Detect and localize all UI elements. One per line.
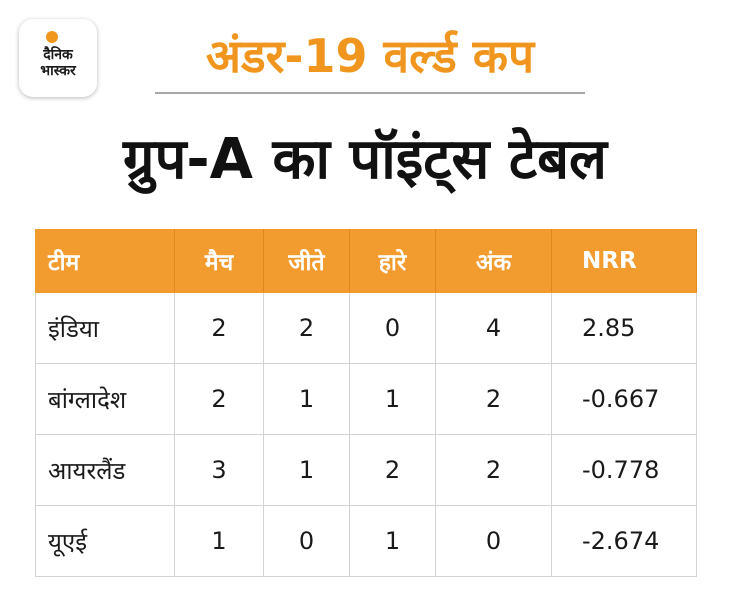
column-header-won: जीते (263, 229, 350, 293)
logo-text-line2: भास्कर (40, 63, 76, 79)
won-cell: 0 (263, 505, 350, 577)
table-header-row: टीम मैच जीते हारे अंक NRR (35, 229, 697, 293)
matches-cell: 2 (174, 363, 264, 435)
logo-text-line1: दैनिक (43, 47, 73, 63)
lost-cell: 1 (349, 363, 436, 435)
column-header-points: अंक (435, 229, 552, 293)
matches-cell: 3 (174, 434, 264, 506)
lost-cell: 2 (349, 434, 436, 506)
dainik-bhaskar-logo: दैनिक भास्कर (19, 19, 97, 97)
won-cell: 2 (263, 292, 350, 364)
nrr-cell: 2.85 (551, 292, 697, 364)
page-headline: ग्रुप-A का पॉइंट्स टेबल (122, 127, 608, 192)
table-row: यूएई 1 0 1 0 -2.674 (35, 505, 697, 577)
points-table: टीम मैच जीते हारे अंक NRR इंडिया 2 2 0 4… (35, 229, 697, 577)
matches-cell: 1 (174, 505, 264, 577)
team-cell: बांग्लादेश (35, 363, 175, 435)
column-header-nrr: NRR (551, 229, 697, 293)
nrr-cell: -0.778 (551, 434, 697, 506)
lost-cell: 0 (349, 292, 436, 364)
won-cell: 1 (263, 434, 350, 506)
nrr-cell: -2.674 (551, 505, 697, 577)
team-cell: इंडिया (35, 292, 175, 364)
points-cell: 2 (435, 434, 552, 506)
team-cell: आयरलैंड (35, 434, 175, 506)
lost-cell: 1 (349, 505, 436, 577)
logo-sun-icon (46, 31, 58, 43)
points-cell: 4 (435, 292, 552, 364)
table-row: बांग्लादेश 2 1 1 2 -0.667 (35, 363, 697, 435)
table-row: इंडिया 2 2 0 4 2.85 (35, 292, 697, 364)
team-cell: यूएई (35, 505, 175, 577)
kicker-divider (155, 92, 585, 94)
table-row: आयरलैंड 3 1 2 2 -0.778 (35, 434, 697, 506)
matches-cell: 2 (174, 292, 264, 364)
column-header-lost: हारे (349, 229, 436, 293)
nrr-cell: -0.667 (551, 363, 697, 435)
kicker-title: अंडर-19 वर्ल्ड कप (205, 29, 535, 83)
column-header-team: टीम (35, 229, 175, 293)
points-cell: 0 (435, 505, 552, 577)
points-cell: 2 (435, 363, 552, 435)
column-header-matches: मैच (174, 229, 264, 293)
won-cell: 1 (263, 363, 350, 435)
